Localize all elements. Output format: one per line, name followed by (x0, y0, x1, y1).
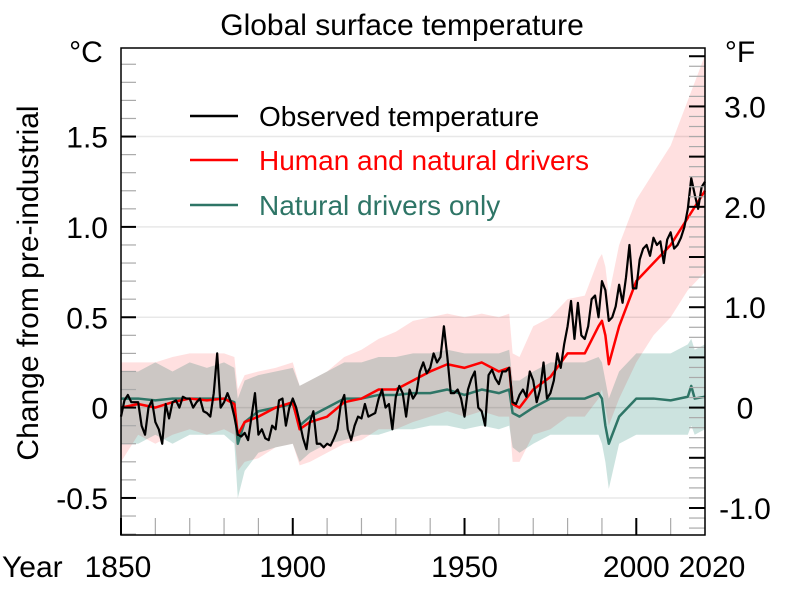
plot-frame (120, 47, 706, 536)
legend-item-observed: Observed temperature (190, 101, 539, 132)
x-tick-label: 2020 (679, 551, 746, 584)
legend-label-natural-only: Natural drivers only (259, 190, 500, 221)
legend: Observed temperature Human and natural d… (190, 101, 589, 221)
y-tick-label-left: 1.5 (66, 122, 108, 155)
y-axis-label: Change from pre-industrial (12, 105, 45, 460)
y-tick-label-left: 0 (91, 393, 108, 426)
series-lines (119, 177, 707, 451)
y-tick-label-right: 0 (737, 393, 754, 426)
left-unit-label: °C (69, 36, 103, 69)
line-human-natural (120, 190, 707, 436)
x-tick-label: 1900 (259, 551, 326, 584)
x-tick-label: 1950 (431, 551, 498, 584)
y-tick-label-left: -0.5 (56, 483, 108, 516)
y-tick-label-left: 0.5 (66, 302, 108, 335)
x-tick-label: 1850 (85, 551, 152, 584)
line-observed (119, 177, 706, 451)
y-tick-label-right: 2.0 (724, 192, 766, 225)
legend-item-natural-only: Natural drivers only (190, 190, 500, 221)
y-tick-label-right: -1.0 (719, 493, 771, 526)
x-axis-label: Year (2, 551, 63, 584)
y-tick-label-right: 1.0 (724, 292, 766, 325)
chart-title: Global surface temperature (220, 9, 584, 42)
x-tick-label: 2000 (603, 551, 670, 584)
axis-ticks (120, 55, 706, 535)
y-tick-label-right: 3.0 (724, 91, 766, 124)
legend-label-observed: Observed temperature (259, 101, 539, 132)
legend-label-human-natural: Human and natural drivers (259, 145, 589, 176)
y-tick-label-left: 1.0 (66, 212, 108, 245)
right-unit-label: °F (725, 36, 755, 69)
legend-item-human-natural: Human and natural drivers (190, 145, 589, 176)
tick-labels: 1.5 1.0 0.5 0 -0.5 3.0 2.0 1.0 0 -1.0 1850 1900 1950… (56, 91, 771, 584)
